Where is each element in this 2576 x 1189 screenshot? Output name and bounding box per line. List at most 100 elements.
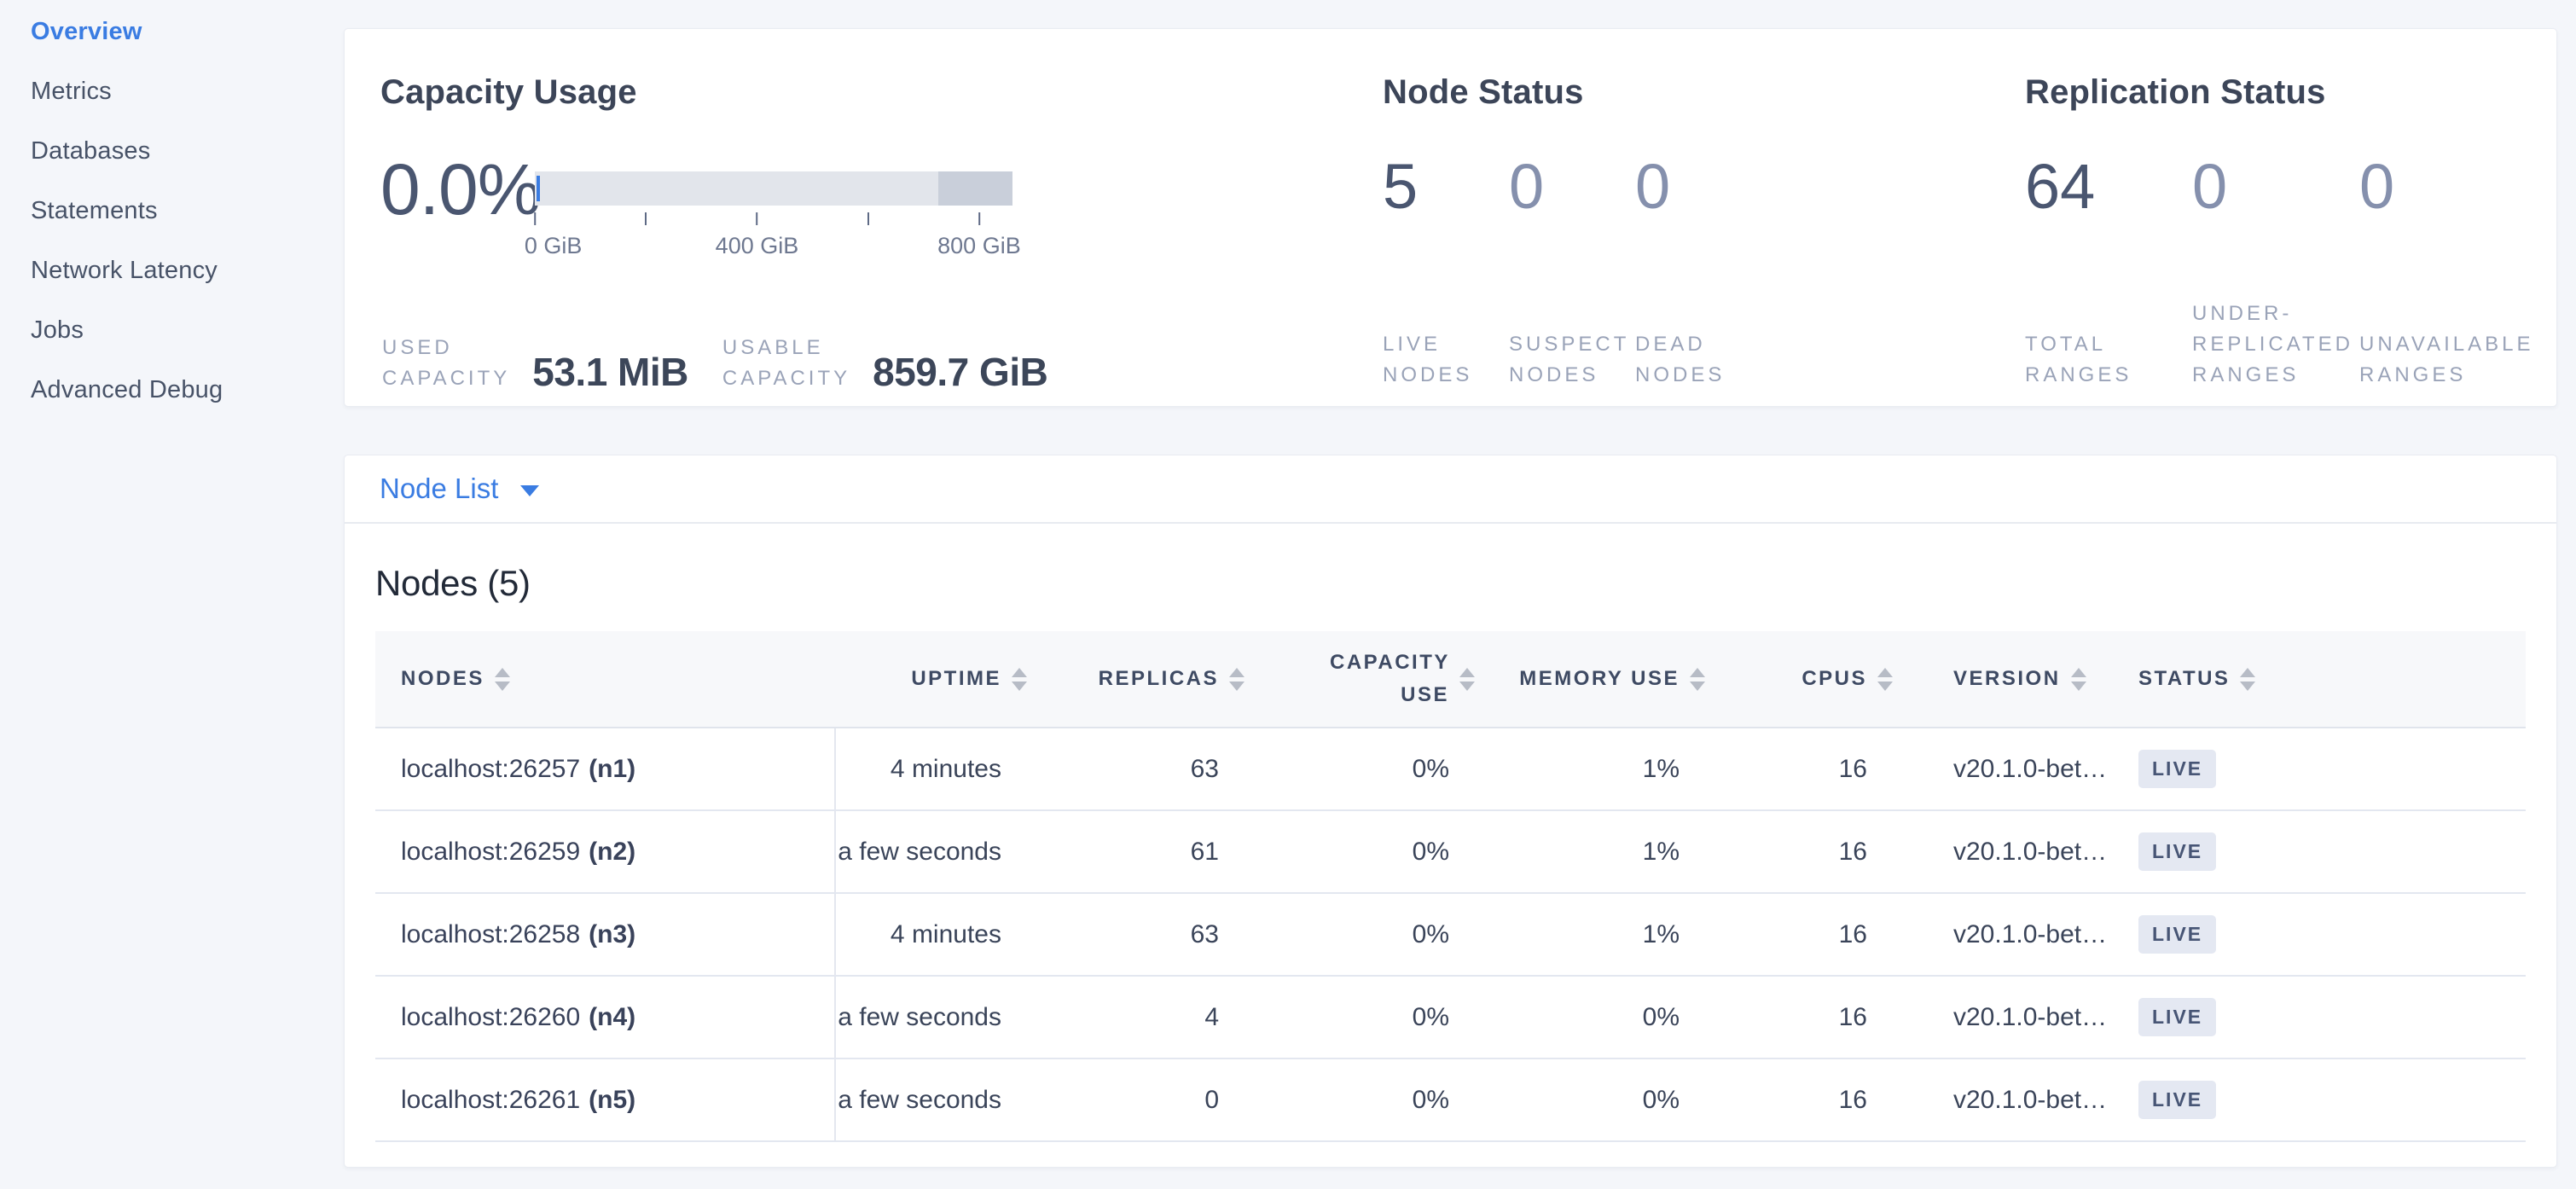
- axis-tick-label: 0 GiB: [524, 233, 583, 258]
- stat-value: 0: [1509, 151, 1545, 222]
- node-cpus-cell: 16: [1838, 837, 1867, 866]
- node-id: (n5): [589, 1085, 636, 1114]
- sidebar-item-label: Overview: [31, 17, 142, 45]
- node-address-cell: localhost:26261 (n5): [375, 1059, 836, 1140]
- sidebar-item-statements[interactable]: Statements: [0, 181, 341, 241]
- usable-capacity-label: USABLE CAPACITY: [722, 336, 851, 390]
- sidebar-item-network-latency[interactable]: Network Latency: [0, 241, 341, 300]
- table-row[interactable]: localhost:26258 (n3) 4 minutes 63 0% 1% 16 v20.…: [375, 894, 2526, 977]
- node-version-cell: v20.1.0-bet…: [1953, 1085, 2108, 1114]
- node-status-cell: LIVE: [2111, 894, 2526, 975]
- node-memory_use-cell: 1%: [1642, 919, 1680, 948]
- column-header-label: CAPACITY USE: [1330, 650, 1450, 706]
- node-capacity_use-cell: 0%: [1412, 919, 1449, 948]
- node-id: (n2): [589, 837, 636, 866]
- sort-arrows-icon: [2240, 667, 2256, 691]
- axis-tick-mark: [867, 212, 869, 225]
- column-header-memory_use[interactable]: MEMORY USE: [1488, 631, 1719, 727]
- sidebar-item-databases[interactable]: Databases: [0, 121, 341, 181]
- node-uptime-cell: 4 minutes: [890, 919, 1001, 948]
- table-row[interactable]: localhost:26260 (n4) a few seconds 4 0% 0% 16 v…: [375, 977, 2526, 1059]
- stat-value: 0: [2192, 151, 2228, 222]
- sidebar-item-label: Advanced Debug: [31, 375, 223, 403]
- column-header-status[interactable]: STATUS: [2111, 631, 2526, 727]
- stat-item: 0 UNDER- REPLICATED RANGES: [2192, 155, 2359, 391]
- sidebar-item-jobs[interactable]: Jobs: [0, 300, 341, 360]
- sidebar-item-metrics[interactable]: Metrics: [0, 61, 341, 121]
- sort-arrows-icon: [1877, 667, 1893, 691]
- node-status-cell: LIVE: [2111, 1059, 2526, 1140]
- column-header-version[interactable]: VERSION: [1906, 631, 2111, 727]
- sidebar-item-label: Metrics: [31, 77, 112, 105]
- capacity-bar-chart: 0 GiB 400 GiB 800 GiB: [525, 171, 1021, 274]
- node-id: (n4): [589, 1002, 636, 1031]
- node-uptime-cell: a few seconds: [838, 1002, 1001, 1031]
- node-address: localhost:26259: [401, 837, 581, 866]
- node-status-cell: LIVE: [2111, 811, 2526, 892]
- node-cpus-cell: 16: [1838, 1002, 1867, 1031]
- node-replicas-cell: 61: [1190, 837, 1219, 866]
- cluster-summary-card: Capacity Usage 0.0% 0 GiB 400 GiB 800 Gi…: [344, 28, 2557, 407]
- node-memory_use-cell: 0%: [1642, 1085, 1680, 1114]
- node-uptime-cell: a few seconds: [838, 1085, 1001, 1114]
- column-header-label: NODES: [401, 667, 484, 690]
- column-header-replicas[interactable]: REPLICAS: [1041, 631, 1258, 727]
- node-address-cell: localhost:26258 (n3): [375, 894, 836, 975]
- stat-label: SUSPECT NODES: [1509, 333, 1630, 386]
- node-address: localhost:26260: [401, 1002, 581, 1031]
- node-uptime-cell: a few seconds: [838, 837, 1001, 866]
- status-badge: LIVE: [2138, 832, 2217, 871]
- node-uptime-cell: 4 minutes: [890, 754, 1001, 783]
- stat-item: 0 SUSPECT NODES: [1509, 155, 1635, 391]
- node-address-cell: localhost:26259 (n2): [375, 811, 836, 892]
- status-badge: LIVE: [2138, 915, 2217, 954]
- axis-tick-mark: [645, 212, 647, 225]
- node-list-dropdown[interactable]: Node List: [345, 455, 2556, 524]
- stat-value: 0: [2359, 151, 2395, 222]
- stat-item: 5 LIVE NODES: [1383, 155, 1509, 391]
- node-version-cell: v20.1.0-bet…: [1953, 919, 2108, 948]
- sidebar-item-advanced-debug[interactable]: Advanced Debug: [0, 360, 341, 420]
- capacity-bar: [535, 171, 1012, 206]
- status-badge: LIVE: [2138, 750, 2217, 788]
- sort-arrows-icon: [1229, 667, 1244, 691]
- stat-label: UNDER- REPLICATED RANGES: [2192, 302, 2353, 386]
- capacity-axis: 0 GiB 400 GiB 800 GiB: [525, 212, 1021, 274]
- nodes-table-body: localhost:26257 (n1) 4 minutes 63 0% 1% 16 v20.…: [375, 728, 2526, 1142]
- used-capacity-value: 53.1 MiB: [532, 350, 688, 394]
- table-row[interactable]: localhost:26259 (n2) a few seconds 61 0% 1% 16…: [375, 811, 2526, 894]
- node-id: (n1): [589, 754, 636, 783]
- axis-tick-mark: [978, 212, 980, 225]
- node-address-cell: localhost:26257 (n1): [375, 728, 836, 809]
- column-header-uptime[interactable]: UPTIME: [836, 631, 1041, 727]
- node-status-title: Node Status: [1383, 73, 1584, 111]
- column-header-nodes[interactable]: NODES: [375, 631, 836, 727]
- stat-label: LIVE NODES: [1383, 333, 1473, 386]
- nodes-table: NODES UPTIME REPLICAS CAPACITY USE MEMOR…: [375, 631, 2526, 1142]
- column-header-capacity_use[interactable]: CAPACITY USE: [1258, 631, 1488, 727]
- axis-tick-mark: [756, 212, 758, 225]
- stat-label: DEAD NODES: [1635, 333, 1726, 386]
- sidebar-item-label: Statements: [31, 196, 158, 224]
- node-memory_use-cell: 1%: [1642, 837, 1680, 866]
- sort-arrows-icon: [1012, 667, 1027, 691]
- node-cpus-cell: 16: [1838, 1085, 1867, 1114]
- table-row[interactable]: localhost:26257 (n1) 4 minutes 63 0% 1% 16 v20.…: [375, 728, 2526, 811]
- stat-item: 0 UNAVAILABLE RANGES: [2359, 151, 2531, 391]
- stat-value: 0: [1635, 151, 1671, 222]
- column-header-cpus[interactable]: CPUS: [1719, 631, 1906, 727]
- column-header-label: VERSION: [1953, 667, 2061, 690]
- node-version-cell: v20.1.0-bet…: [1953, 1002, 2108, 1031]
- node-address: localhost:26257: [401, 754, 581, 783]
- stat-value: 64: [2025, 151, 2096, 222]
- table-row[interactable]: localhost:26261 (n5) a few seconds 0 0% 0% 16 v…: [375, 1059, 2526, 1142]
- axis-tick-label: 400 GiB: [715, 233, 799, 258]
- status-badge: LIVE: [2138, 1081, 2217, 1119]
- replication-status-title: Replication Status: [2025, 73, 2326, 111]
- stat-item: 0 DEAD NODES: [1635, 155, 1761, 391]
- sidebar-item-overview[interactable]: Overview: [0, 2, 341, 61]
- caret-down-icon: [520, 484, 540, 496]
- sidebar-nav: Overview Metrics Databases Statements Networ…: [0, 0, 341, 1189]
- node-capacity_use-cell: 0%: [1412, 1002, 1449, 1031]
- axis-tick-mark: [534, 212, 536, 225]
